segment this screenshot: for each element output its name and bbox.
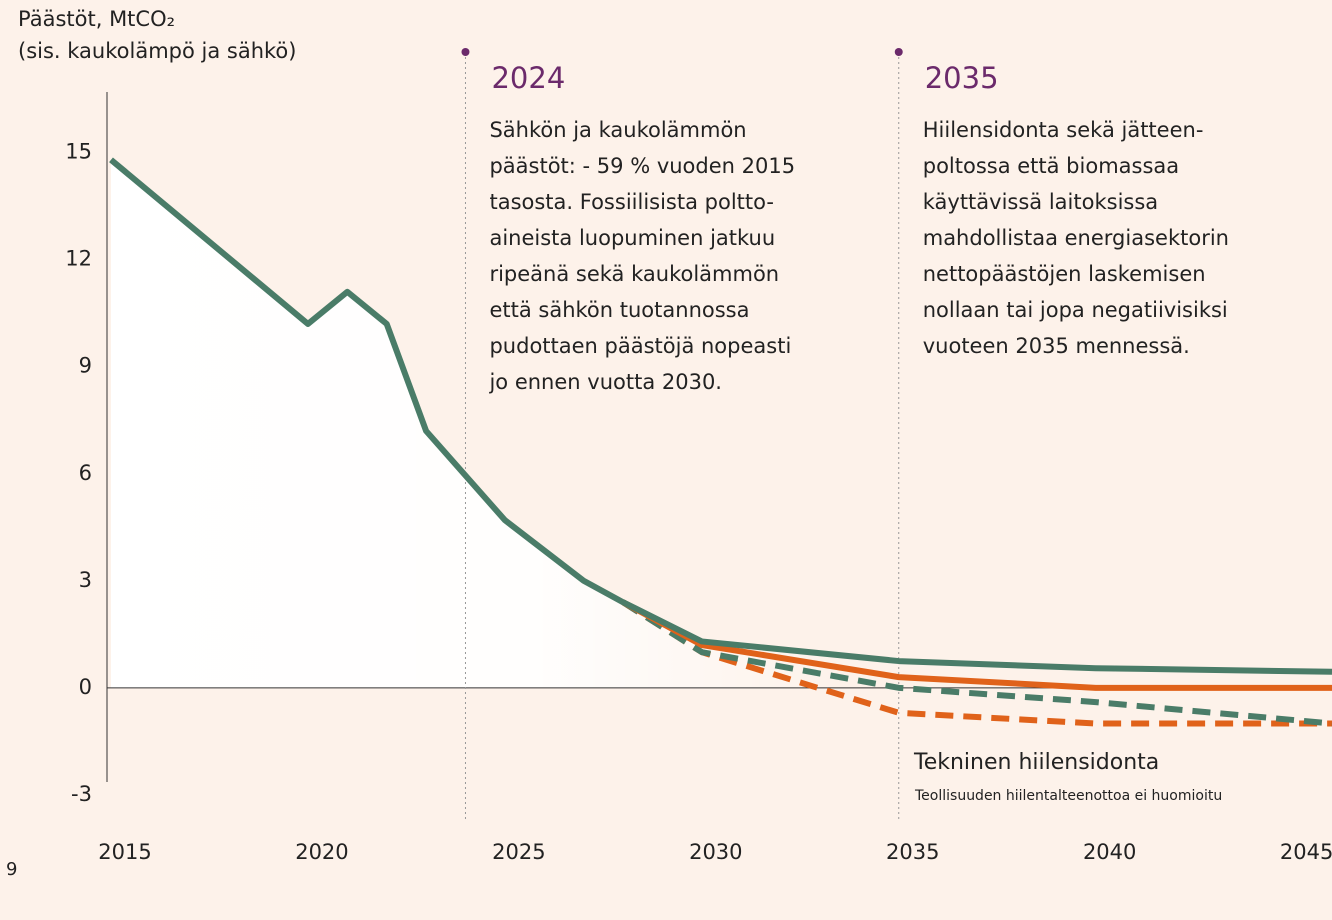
y-tick-label: 3 xyxy=(79,568,92,592)
annotation-text: nollaan tai jopa negatiivisiksi xyxy=(923,298,1228,322)
x-tick-label: 2030 xyxy=(689,840,742,864)
y-axis-title: Päästöt, MtCO₂ xyxy=(18,7,175,31)
annotation-text: Hiilensidonta sekä jätteen- xyxy=(923,118,1204,142)
annotation-text: mahdollistaa energiasektorin xyxy=(923,226,1229,250)
annotation-text: pudottaen päästöjä nopeasti xyxy=(489,334,791,358)
y-tick-label: -3 xyxy=(71,782,92,806)
annotation-title: 2035 xyxy=(925,61,999,95)
x-tick-label: 2025 xyxy=(492,840,545,864)
annotation-text: että sähkön tuotannossa xyxy=(489,298,749,322)
x-tick-label: 2020 xyxy=(295,840,348,864)
series-line xyxy=(621,599,1332,727)
y-tick-label: 6 xyxy=(79,461,92,485)
annotation-dot xyxy=(461,48,470,56)
x-tick-label: 2040 xyxy=(1083,840,1136,864)
annotation-text: tasosta. Fossiilisista poltto- xyxy=(489,190,773,214)
y-tick-label: 9 xyxy=(79,354,92,378)
annotation-text: nettopäästöjen laskemisen xyxy=(923,262,1206,286)
y-tick-label: 12 xyxy=(65,247,92,271)
annotation-text: jo ennen vuotta 2030. xyxy=(488,370,722,394)
annotation-dot xyxy=(894,48,903,56)
annotation-text: ripeänä sekä kaukolämmön xyxy=(489,262,779,286)
area xyxy=(111,159,1332,688)
annotation-text: Sähkön ja kaukolämmön xyxy=(489,118,746,142)
y-axis-title: (sis. kaukolämpö ja sähkö) xyxy=(18,39,296,63)
annotation-text: aineista luopuminen jatkuu xyxy=(489,226,775,250)
y-tick-label: 0 xyxy=(79,675,92,699)
annotation-text: poltossa että biomassaa xyxy=(923,154,1179,178)
annotation-text: vuoteen 2035 mennessä. xyxy=(923,334,1190,358)
annotation-text: päästöt: - 59 % vuoden 2015 xyxy=(489,154,795,178)
series-line xyxy=(109,157,1332,675)
annotation-text: käyttävissä laitoksissa xyxy=(923,190,1158,214)
y-tick-label: 15 xyxy=(65,140,92,164)
page-number: 9 xyxy=(6,859,17,880)
x-tick-label: 2045 xyxy=(1280,840,1332,864)
annotation-title: 2024 xyxy=(491,61,565,95)
series-note: Teollisuuden hiilentalteenottoa ei huomi… xyxy=(914,788,1222,804)
series-label: Tekninen hiilensidonta xyxy=(913,750,1159,775)
x-tick-label: 2035 xyxy=(886,840,939,864)
x-tick-label: 2015 xyxy=(98,840,151,864)
